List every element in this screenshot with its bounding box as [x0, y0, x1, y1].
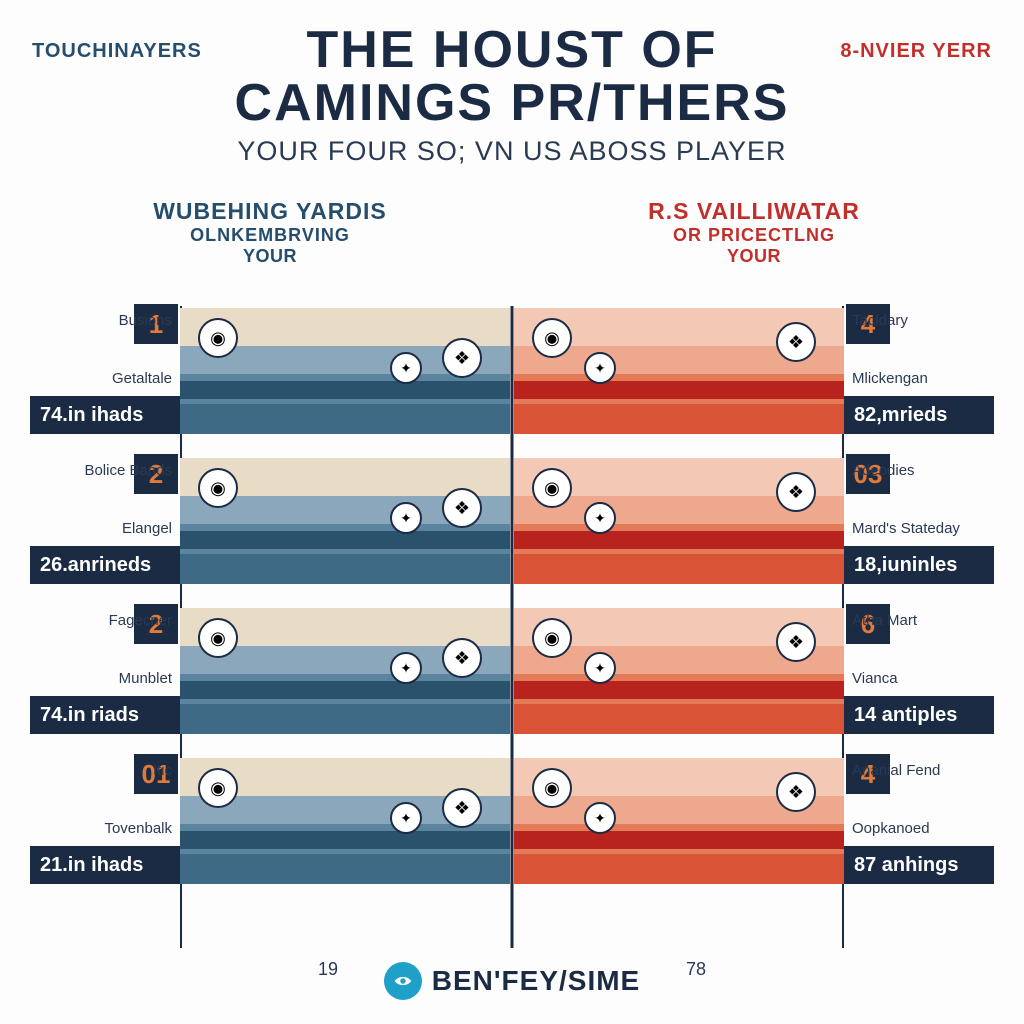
decorative-icon: ✦	[390, 502, 422, 534]
title-line2: CAMINGS PR/THERS	[0, 77, 1024, 130]
label-mid: Mard's Stateday	[852, 520, 992, 537]
decorative-icon: ❖	[776, 772, 816, 812]
decorative-icon: ✦	[584, 802, 616, 834]
decorative-icon: ✦	[390, 352, 422, 384]
col-left-h1: WUBEHING YARDIS	[28, 198, 512, 225]
footer-brand: BEN'FEY/SIME	[384, 962, 640, 1000]
label-top: Fagecner	[42, 612, 172, 629]
decorative-icon: ❖	[776, 322, 816, 362]
panel-right: 4TacldaryMlickengan82,mrieds◉✦❖	[514, 308, 844, 434]
row: 2FagecnerMunblet74.in riads◉✦❖6Atha Mart…	[28, 608, 996, 758]
decorative-icon: ◉	[532, 618, 572, 658]
panel-left: 2FagecnerMunblet74.in riads◉✦❖	[180, 608, 510, 734]
decorative-icon: ✦	[390, 652, 422, 684]
footer: BEN'FEY/SIME	[0, 962, 1024, 1000]
stat-bar: 87 anhings	[844, 846, 994, 884]
col-right-h3: YOUR	[512, 246, 996, 267]
stat-bar: 21.in ihads	[30, 846, 180, 884]
label-top: Atha Mart	[852, 612, 992, 629]
panel-left: 01IticTovenbalk21.in ihads◉✦❖	[180, 758, 510, 884]
decorative-icon: ◉	[198, 768, 238, 808]
decorative-icon: ◉	[532, 318, 572, 358]
decorative-icon: ◉	[532, 468, 572, 508]
decorative-icon: ✦	[584, 652, 616, 684]
decorative-icon: ◉	[198, 468, 238, 508]
label-mid: Getaltale	[42, 370, 172, 387]
panel-right: 6Atha MartVianca14 antiples◉✦❖	[514, 608, 844, 734]
label-top: Tacldary	[852, 312, 992, 329]
decorative-icon: ✦	[584, 352, 616, 384]
decorative-icon: ❖	[442, 788, 482, 828]
decorative-icon: ❖	[442, 488, 482, 528]
label-mid: Elangel	[42, 520, 172, 537]
panel-right: 03AdeodiesMard's Stateday18,iuninles◉✦❖	[514, 458, 844, 584]
label-mid: Tovenbalk	[42, 820, 172, 837]
stat-bar: 14 antiples	[844, 696, 994, 734]
decorative-icon: ❖	[776, 622, 816, 662]
stat-bar: 26.anrineds	[30, 546, 180, 584]
decorative-icon: ❖	[776, 472, 816, 512]
decorative-icon: ❖	[442, 338, 482, 378]
label-top: Ananial Fend	[852, 762, 992, 779]
stat-bar: 74.in ihads	[30, 396, 180, 434]
decorative-icon: ❖	[442, 638, 482, 678]
col-left-h2: OLNKEMBRVING	[28, 225, 512, 246]
row: 01IticTovenbalk21.in ihads◉✦❖4Ananial Fe…	[28, 758, 996, 908]
label-mid: Mlickengan	[852, 370, 992, 387]
decorative-icon: ◉	[198, 318, 238, 358]
label-top: Bolice Bands	[42, 462, 172, 479]
subtitle: YOUR FOUR SO; VN US ABOSS PLAYER	[0, 136, 1024, 167]
side-label-right: 8-NVIER YERR	[840, 40, 992, 63]
label-top: Adeodies	[852, 462, 992, 479]
footer-brand-text: BEN'FEY/SIME	[432, 965, 640, 997]
stat-bar: 82,mrieds	[844, 396, 994, 434]
label-top: Busions	[42, 312, 172, 329]
label-mid: Oopkanoed	[852, 820, 992, 837]
label-top: Itic	[42, 762, 172, 779]
row: 1BusionsGetaltale74.in ihads◉✦❖4Tacldary…	[28, 308, 996, 458]
col-right-h1: R.S VAILLIWATAR	[512, 198, 996, 225]
row: 2Bolice BandsElangel26.anrineds◉✦❖03Adeo…	[28, 458, 996, 608]
side-label-left: TOUCHINAYERS	[32, 40, 202, 63]
panel-left: 1BusionsGetaltale74.in ihads◉✦❖	[180, 308, 510, 434]
panel-right: 4Ananial FendOopkanoed87 anhings◉✦❖	[514, 758, 844, 884]
decorative-icon: ✦	[584, 502, 616, 534]
label-mid: Munblet	[42, 670, 172, 687]
label-mid: Vianca	[852, 670, 992, 687]
panel-left: 2Bolice BandsElangel26.anrineds◉✦❖	[180, 458, 510, 584]
stat-bar: 18,iuninles	[844, 546, 994, 584]
brand-icon	[384, 962, 422, 1000]
decorative-icon: ◉	[532, 768, 572, 808]
decorative-icon: ◉	[198, 618, 238, 658]
col-left-h3: YOUR	[28, 246, 512, 267]
rows-container: 1BusionsGetaltale74.in ihads◉✦❖4Tacldary…	[28, 308, 996, 908]
decorative-icon: ✦	[390, 802, 422, 834]
title-block: THE HOUST OF CAMINGS PR/THERS YOUR FOUR …	[0, 0, 1024, 167]
stat-bar: 74.in riads	[30, 696, 180, 734]
col-right-h2: OR PRICECTLNG	[512, 225, 996, 246]
